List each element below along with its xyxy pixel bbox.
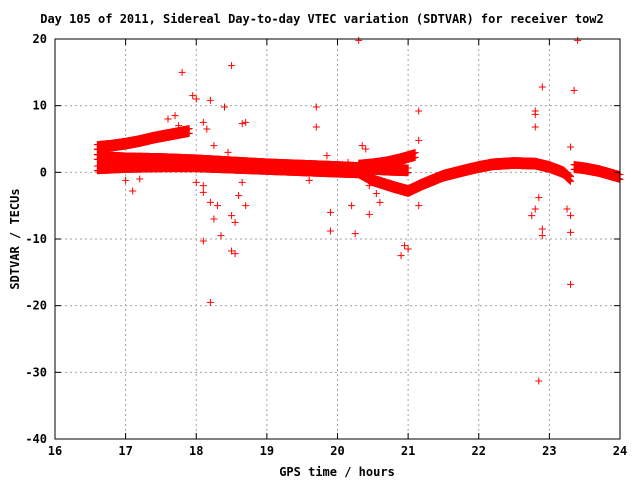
chart-title: Day 105 of 2011, Sidereal Day-to-day VTE…	[40, 12, 604, 26]
grid-lines	[55, 39, 620, 439]
data-points	[93, 36, 624, 385]
band-point	[185, 129, 193, 137]
